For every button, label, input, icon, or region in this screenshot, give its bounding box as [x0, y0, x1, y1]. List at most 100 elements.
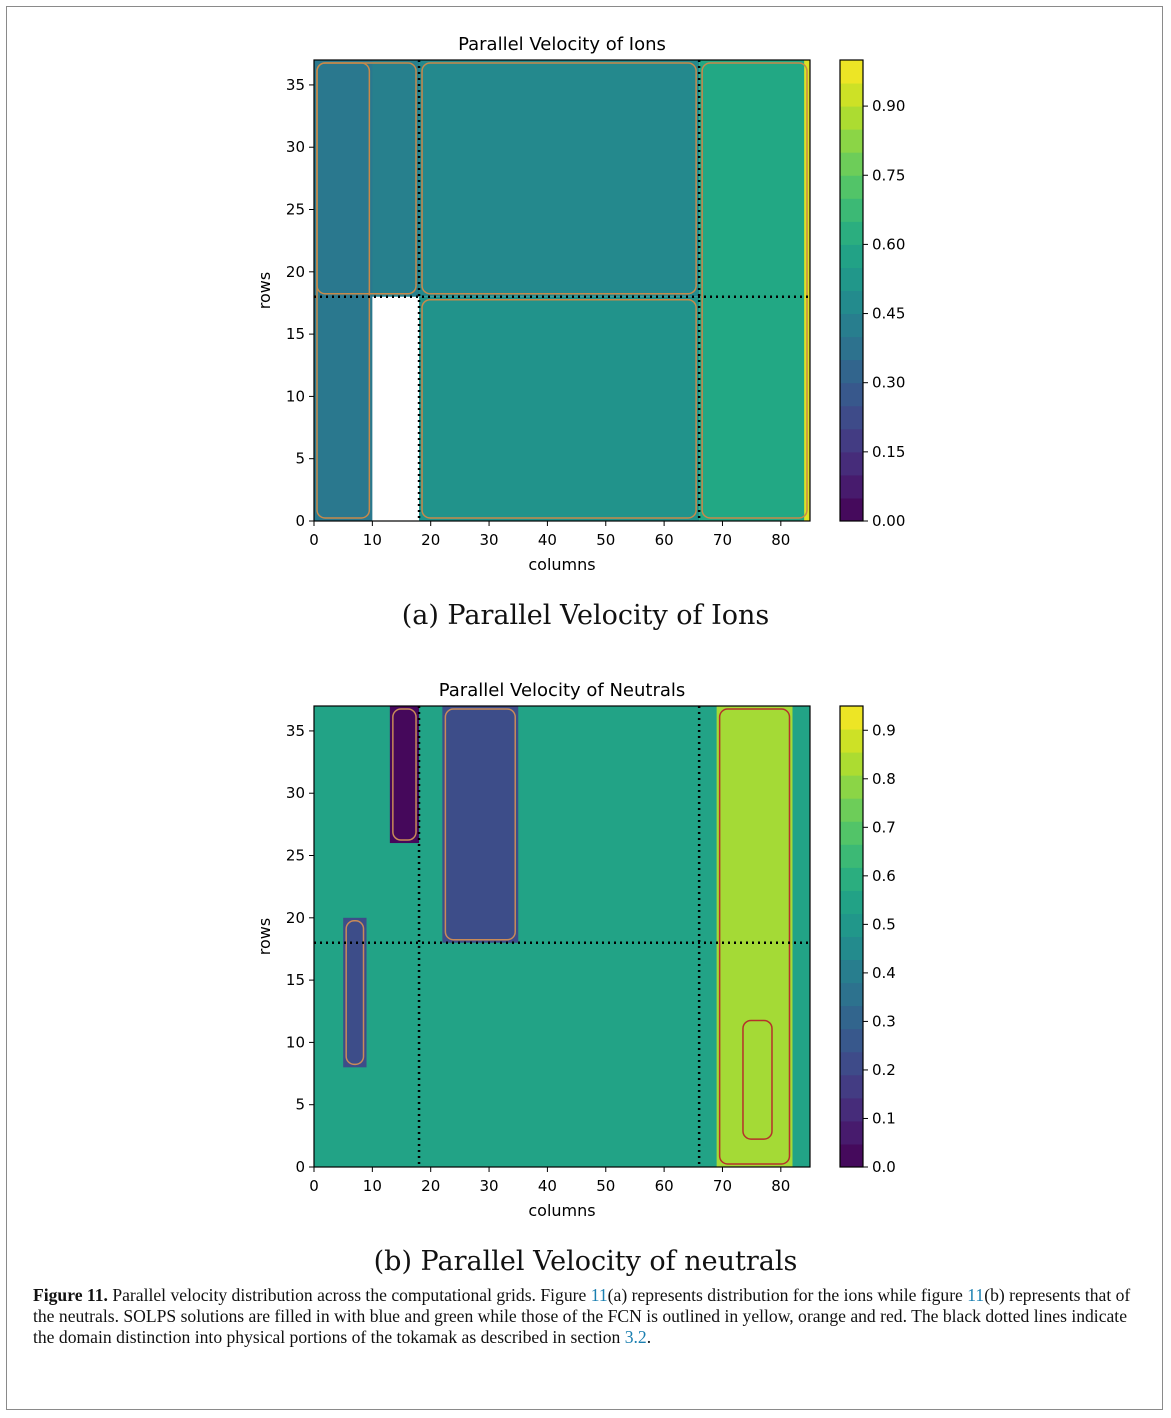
x-tick-label: 60	[655, 531, 674, 549]
colorbar-band	[840, 474, 863, 499]
contour-minimum-core	[392, 708, 417, 841]
colorbar-tick-label: 0.30	[872, 374, 905, 392]
caption-text-1: Parallel velocity distribution across th…	[107, 1285, 591, 1305]
y-tick-label: 20	[286, 263, 305, 281]
colorbar-band	[840, 405, 863, 430]
contour-left-low-lobe	[345, 920, 365, 1066]
region-right-side	[699, 60, 810, 521]
x-tick-label: 10	[363, 531, 382, 549]
colorbar-band	[840, 1051, 863, 1076]
colorbar-band	[840, 729, 863, 753]
x-tick-label: 20	[421, 1177, 440, 1195]
colorbar-band	[840, 60, 863, 84]
colorbar-tick-label: 0.6	[872, 867, 896, 885]
contour-right-high-band	[718, 708, 791, 1165]
contour-right-maximum	[742, 1019, 773, 1140]
contour-left-edge	[316, 62, 371, 519]
colorbar-band	[840, 244, 863, 268]
colorbar-band	[840, 1120, 863, 1145]
figure-caption: Figure 11. Parallel velocity distributio…	[33, 1285, 1133, 1348]
region-upper-low-lobe	[442, 706, 519, 943]
chart-title: Parallel Velocity of Ions	[458, 34, 666, 55]
colorbar-tick-label: 0.2	[872, 1061, 896, 1079]
colorbar-band	[840, 451, 863, 476]
colorbar-tick-label: 0.0	[872, 1158, 896, 1176]
x-tick-label: 10	[363, 1177, 382, 1195]
x-tick-label: 20	[421, 531, 440, 549]
contour-upper-low-lobe	[444, 708, 516, 941]
caption-ref-1[interactable]: 11	[590, 1285, 608, 1305]
colorbar-tick-label: 0.1	[872, 1109, 896, 1127]
y-tick-label: 30	[286, 784, 305, 802]
colorbar-band	[840, 982, 863, 1007]
region-minimum-core	[389, 706, 420, 844]
colorbar: 0.00 0.15 0.30 0.45 0.60 0.75 0.90	[839, 59, 905, 530]
colorbar-tick-label: 0.4	[872, 964, 896, 982]
region-left-low-lobe	[343, 917, 367, 1068]
region-right-high-band	[716, 706, 793, 1167]
y-tick-label: 5	[295, 1096, 305, 1114]
colorbar-tick-label: 0.9	[872, 721, 896, 739]
x-tick-label: 70	[713, 1177, 732, 1195]
panel-b: Parallel Velocity of Neutrals 0 10 20 30 40 50…	[0, 646, 1171, 1286]
colorbar-band	[840, 775, 863, 799]
panel-a: Parallel Velocity of Ions 0 10 20 30 40 50 60 70…	[0, 0, 1171, 640]
x-tick-label: 40	[538, 531, 557, 549]
caption-ref-2[interactable]: 11	[967, 1285, 985, 1305]
chart-ions: Parallel Velocity of Ions 0 10 20 30 40 50 60 70…	[255, 34, 905, 574]
colorbar-band	[840, 890, 863, 914]
colorbar-tick-label: 0.00	[872, 512, 905, 530]
x-tick-label: 30	[480, 1177, 499, 1195]
x-tick-label: 80	[771, 531, 790, 549]
colorbar-band	[840, 336, 863, 361]
colorbar-tick-label: 0.5	[872, 915, 896, 933]
y-tick-label: 5	[295, 450, 305, 468]
y-tick-label: 15	[286, 971, 305, 989]
y-tick-label: 35	[286, 722, 305, 740]
x-tick-label: 50	[596, 531, 615, 549]
figure-frame	[6, 6, 1163, 1410]
colorbar-band	[840, 175, 863, 199]
y-tick-label: 30	[286, 138, 305, 156]
colorbar-band	[840, 1028, 863, 1053]
y-tick-label: 15	[286, 325, 305, 343]
colorbar-band	[840, 1097, 863, 1122]
caption-ref-3[interactable]: 3.2	[624, 1327, 647, 1347]
colorbar-band	[840, 913, 863, 937]
heatmap-field	[314, 60, 810, 521]
y-tick-label: 10	[286, 387, 305, 405]
colorbar-band	[840, 752, 863, 776]
x-tick-label: 0	[309, 531, 319, 549]
colorbar-band	[840, 936, 863, 961]
colorbar-frame	[839, 705, 864, 1168]
y-tick-label: 25	[286, 847, 305, 865]
colorbar-tick-label: 0.8	[872, 770, 896, 788]
colorbar-band	[840, 1143, 863, 1168]
y-tick-label: 10	[286, 1033, 305, 1051]
colorbar-band	[840, 428, 863, 453]
contour-upper-middle	[421, 62, 697, 295]
plot-frame	[313, 705, 811, 1168]
x-axis-label: columns	[528, 555, 595, 574]
y-tick-label: 0	[295, 1158, 305, 1176]
colorbar-band	[840, 821, 863, 845]
colorbar-band	[840, 497, 863, 522]
colorbar-tick-label: 0.3	[872, 1012, 896, 1030]
caption-text-2: (a) represents distribution for the ions…	[607, 1285, 968, 1305]
y-axis-label: rows	[255, 272, 274, 309]
x-tick-label: 80	[771, 1177, 790, 1195]
region-left-edge	[314, 60, 373, 521]
caption-text-3: (b) represents that of the neutrals. SOL…	[33, 1285, 1131, 1347]
colorbar-tick-label: 0.7	[872, 818, 896, 836]
colorbar-band	[840, 1005, 863, 1030]
x-tick-label: 50	[596, 1177, 615, 1195]
heatmap-field	[314, 706, 810, 1167]
x-tick-label: 40	[538, 1177, 557, 1195]
x-tick-label: 60	[655, 1177, 674, 1195]
subcaption-a: (a) Parallel Velocity of Ions	[401, 600, 770, 631]
contour-right-side	[701, 62, 808, 519]
caption-text-4: .	[646, 1327, 652, 1347]
x-tick-label: 30	[480, 531, 499, 549]
x-tick-label: 70	[713, 531, 732, 549]
